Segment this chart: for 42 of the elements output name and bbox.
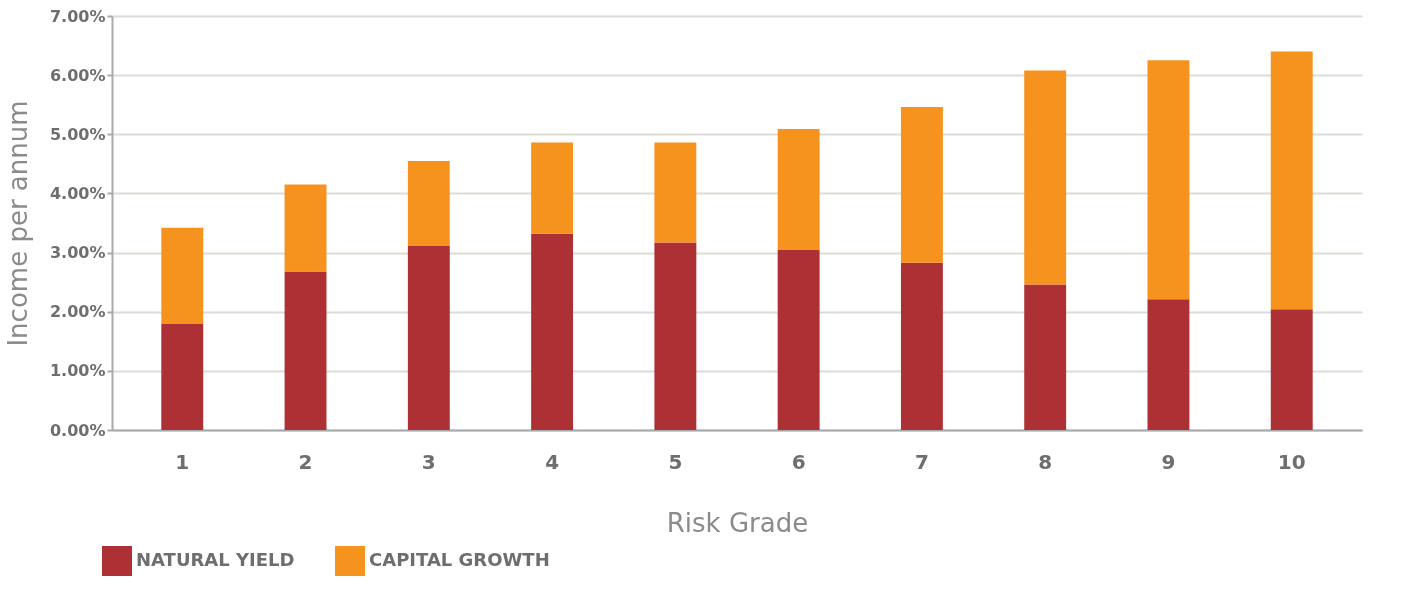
bar bbox=[407, 160, 450, 246]
x-tick-label: 6 bbox=[791, 449, 806, 474]
y-tick-label: 3.00% bbox=[49, 243, 106, 263]
y-tick-label: 5.00% bbox=[49, 124, 106, 144]
bar bbox=[900, 262, 943, 430]
y-axis-title: Income per annum bbox=[2, 100, 33, 347]
bar bbox=[284, 184, 327, 272]
bar bbox=[1270, 51, 1313, 310]
bar bbox=[1024, 284, 1067, 430]
x-tick-label: 1 bbox=[175, 449, 190, 474]
bar bbox=[161, 227, 204, 324]
y-tick-label: 6.00% bbox=[49, 65, 106, 85]
x-tick-label: 7 bbox=[914, 449, 929, 474]
x-tick-label: 2 bbox=[298, 449, 313, 474]
bar bbox=[777, 128, 820, 250]
x-tick-label: 9 bbox=[1161, 449, 1176, 474]
bar bbox=[654, 142, 697, 243]
bar bbox=[407, 245, 450, 430]
bar bbox=[1024, 70, 1067, 285]
x-tick-label: 10 bbox=[1277, 449, 1306, 474]
y-tick-label: 4.00% bbox=[49, 183, 106, 203]
bar bbox=[900, 107, 943, 263]
x-tick-label: 5 bbox=[668, 449, 683, 474]
y-tick-label: 7.00% bbox=[49, 6, 106, 26]
x-tick-label: 4 bbox=[545, 449, 560, 474]
y-tick-label: 1.00% bbox=[49, 361, 106, 381]
bar bbox=[1270, 309, 1313, 430]
x-axis-title: Risk Grade bbox=[666, 507, 809, 538]
y-tick-label: 2.00% bbox=[49, 302, 106, 322]
bar bbox=[531, 142, 574, 234]
y-tick-label: 0.00% bbox=[49, 420, 106, 440]
bar bbox=[1147, 60, 1190, 300]
x-tick-label: 8 bbox=[1038, 449, 1053, 474]
bar bbox=[531, 233, 574, 430]
bar bbox=[1147, 299, 1190, 430]
bar bbox=[284, 271, 327, 430]
bar bbox=[161, 323, 204, 430]
x-tick-label: 3 bbox=[421, 449, 436, 474]
legend-label: NATURAL YIELD bbox=[136, 549, 295, 570]
legend-label: CAPITAL GROWTH bbox=[369, 549, 550, 570]
bar bbox=[654, 242, 697, 430]
bar bbox=[777, 249, 820, 430]
